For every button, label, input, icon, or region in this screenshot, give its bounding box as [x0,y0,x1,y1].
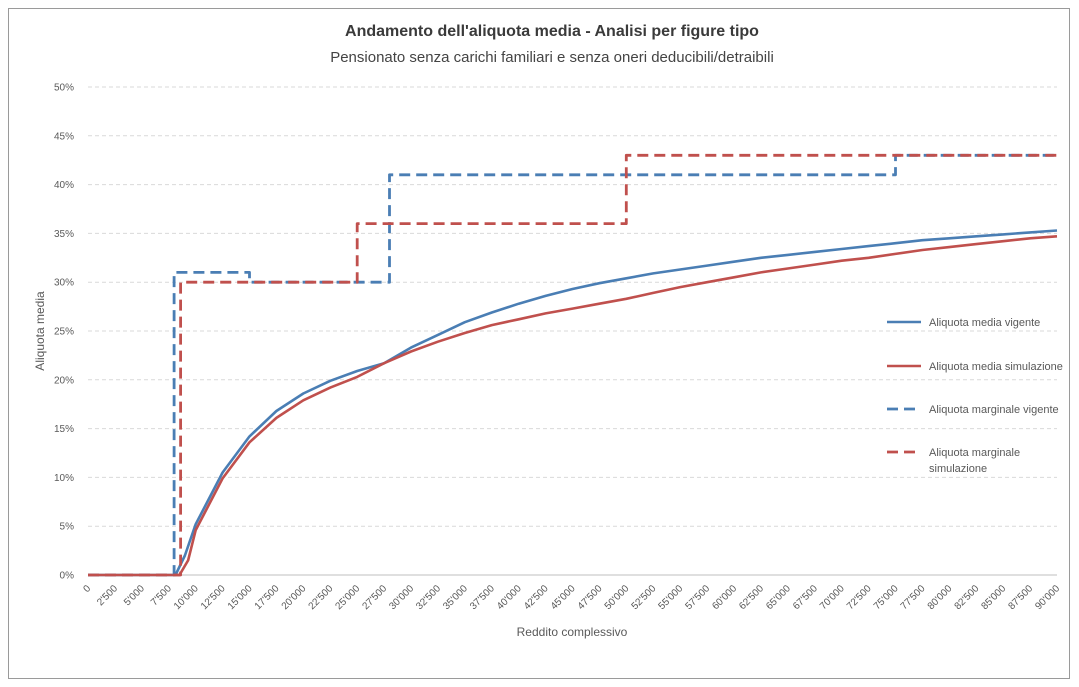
x-tick-label: 80'000 [926,583,955,612]
x-tick-label: 57'500 [683,583,712,612]
y-tick-label: 40% [54,180,74,191]
x-tick-label: 52'500 [630,583,659,612]
x-tick-label: 70'000 [818,583,847,612]
series-line-4 [88,153,1057,577]
x-tick-label: 7'500 [149,583,174,608]
legend: Aliquota media vigente Aliquota media sim… [887,317,1063,475]
x-tick-label: 12'500 [199,583,228,612]
y-tick-label: 25% [54,327,74,338]
x-tick-label: 90'000 [1033,583,1062,612]
gridlines [88,86,1057,576]
x-tick-label: 0 [81,583,93,595]
x-tick-label: 87'500 [1006,583,1035,612]
x-tick-label: 47'500 [576,583,605,612]
legend-label-3: Aliquota marginale vigente [929,404,1059,416]
x-axis-label: Reddito complessivo [517,625,628,639]
y-tick-label: 20% [54,375,74,386]
x-tick-label: 2'500 [95,583,120,608]
x-tick-label: 55'000 [656,583,685,612]
x-tick-label: 22'500 [307,583,336,612]
y-tick-label: 30% [54,278,74,289]
x-tick-label: 85'000 [979,583,1008,612]
y-tick-label: 45% [54,131,74,142]
y-axis-label: Aliquota media [33,291,47,371]
x-tick-label: 17'500 [253,583,282,612]
x-tick-label: 32'500 [414,583,443,612]
x-tick-label: 15'000 [226,583,255,612]
legend-label-2: Aliquota media simulazione [929,361,1063,373]
legend-label-4: Aliquota marginale [929,447,1020,459]
x-tick-label: 77'500 [899,583,928,612]
x-tick-label: 50'000 [603,583,632,612]
x-tick-label: 10'000 [172,583,201,612]
legend-label-4: simulazione [929,463,987,475]
legend-label-1: Aliquota media vigente [929,317,1040,329]
y-tick-label: 0% [60,571,75,582]
x-tick-label: 82'500 [953,583,982,612]
series-line-1 [88,229,1058,577]
x-tick-label: 67'500 [791,583,820,612]
x-tick-label: 72'500 [845,583,874,612]
y-tick-label: 50% [54,83,74,94]
x-tick-label: 65'000 [764,583,793,612]
x-tick-label: 27'500 [360,583,389,612]
y-tick-label: 15% [54,424,74,435]
series-line-2 [88,235,1058,577]
x-tick-label: 45'000 [549,583,578,612]
x-tick-label: 40'000 [495,583,524,612]
x-tick-label: 37'500 [468,583,497,612]
x-tick-label: 20'000 [280,583,309,612]
y-tick-label: 10% [54,473,74,484]
chart-title: Andamento dell'aliquota media - Analisi … [345,23,759,40]
x-tick-label: 35'000 [441,583,470,612]
chart-subtitle: Pensionato senza carichi familiari e sen… [330,49,774,66]
y-tick-label: 5% [60,522,75,533]
x-tick-label: 60'000 [710,583,739,612]
x-tick-label: 5'000 [122,583,147,608]
series-lines [88,153,1058,577]
x-tick-label: 30'000 [387,583,416,612]
x-tick-label: 42'500 [522,583,551,612]
y-tick-label: 35% [54,229,74,240]
x-tick-label: 75'000 [872,583,901,612]
x-axis-ticks: 0 2'500 5'000 7'50010'00012'50015'00017'500… [81,583,1062,612]
x-tick-label: 62'500 [737,583,766,612]
y-axis-ticks: 0% 5% 10% 15% 20% 25% 30% 35% 40% 45% 50% [54,83,74,582]
x-tick-label: 25'000 [333,583,362,612]
